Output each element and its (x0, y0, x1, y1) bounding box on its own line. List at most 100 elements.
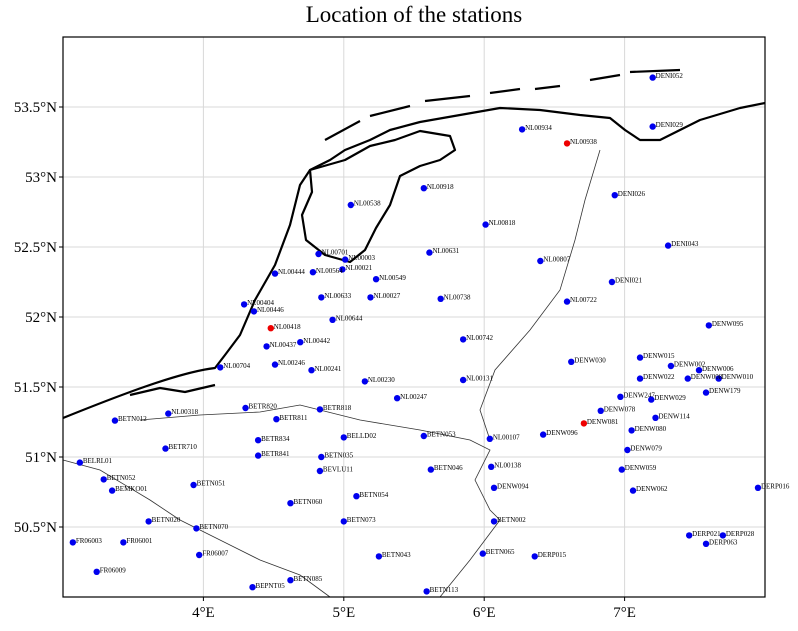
station-point (628, 427, 635, 434)
station-label: NL00549 (379, 274, 406, 282)
station-point (195, 551, 203, 559)
station-label: BETN012 (118, 415, 147, 423)
station-label: DENW080 (635, 425, 667, 433)
station-point (287, 577, 294, 584)
station-label: NL00418 (274, 323, 301, 331)
station-point (271, 270, 279, 277)
station-label: DENW006 (702, 365, 734, 373)
station-point (108, 487, 116, 494)
station-point (482, 221, 489, 228)
chart-title: Location of the stations (306, 2, 523, 27)
station-label: NL00404 (247, 299, 274, 307)
station-point (309, 269, 317, 276)
station-label: BEMKO01 (115, 485, 148, 493)
station-label: DERP063 (709, 538, 738, 546)
station-label: NL00631 (432, 247, 459, 255)
station-label: DENI052 (656, 72, 684, 80)
station-label: DERP028 (726, 530, 755, 538)
station-label: BETR818 (323, 404, 352, 412)
station-label: BETR811 (279, 414, 308, 422)
station-label: NL00444 (278, 268, 305, 276)
station-point (375, 553, 383, 560)
station-label: DERP015 (538, 551, 567, 559)
station-point (539, 431, 547, 438)
station-point (190, 481, 197, 489)
station-label: NL00446 (257, 306, 284, 314)
x-tick-label: 5°E (332, 605, 355, 621)
station-label: BELRL01 (83, 457, 113, 465)
station-point (479, 550, 486, 557)
station-label: BETN052 (107, 474, 136, 482)
station-point (254, 452, 262, 459)
station-point (649, 74, 656, 81)
station-label: DENW096 (546, 429, 578, 437)
station-label: BETR820 (249, 403, 278, 411)
station-label: NL00442 (303, 337, 330, 345)
station-point (120, 539, 127, 546)
station-point (420, 432, 428, 440)
station-point (563, 140, 571, 147)
station-label: BETN051 (197, 480, 226, 488)
station-point (488, 463, 495, 470)
station-point (287, 500, 294, 507)
station-point (267, 325, 274, 332)
station-label: BETN053 (427, 431, 456, 439)
station-point (490, 518, 498, 525)
station-label: DENW079 (630, 445, 662, 453)
station-label: DENI029 (656, 121, 684, 129)
station-label: BETN070 (199, 523, 228, 531)
station-label: FR06001 (126, 537, 153, 545)
station-point (420, 185, 428, 192)
station-label: NL00027 (373, 292, 400, 300)
station-point (76, 459, 84, 466)
station-point (361, 378, 369, 385)
station-label: BETN073 (347, 516, 376, 524)
station-point (316, 406, 324, 413)
station-label: BEPNT05 (256, 582, 286, 590)
station-point (437, 295, 444, 302)
station-label: NL00918 (427, 183, 454, 191)
station-point (667, 362, 675, 370)
station-point (490, 484, 498, 491)
station-label: DENW247 (623, 391, 655, 399)
station-point (367, 294, 374, 301)
station-label: DENW015 (643, 352, 675, 360)
station-label: NL00818 (489, 219, 516, 227)
station-label: DENI026 (618, 190, 646, 198)
station-point (318, 453, 325, 461)
station-point (162, 445, 169, 452)
station-label: NL00722 (570, 296, 597, 304)
station-point (648, 396, 655, 403)
station-point (459, 336, 467, 343)
station-label: BEVLU11 (323, 466, 354, 474)
station-point (652, 414, 659, 421)
station-point (297, 339, 304, 346)
station-label: DENW059 (625, 464, 657, 472)
y-tick-label: 52°N (25, 310, 57, 326)
station-point (518, 126, 526, 133)
station-label: NL00003 (348, 254, 375, 262)
station-point (145, 518, 152, 525)
station-label: NL00107 (493, 433, 520, 441)
station-point (754, 484, 762, 491)
station-label: BETN113 (430, 586, 459, 594)
station-label: DENW095 (712, 320, 744, 328)
station-point (339, 266, 346, 273)
station-label: NL00644 (336, 314, 363, 322)
station-point (618, 466, 625, 473)
station-label: NL00633 (324, 292, 351, 300)
station-label: DENW008 (691, 373, 723, 381)
station-point (318, 294, 325, 301)
station-point (459, 376, 467, 384)
station-point (719, 532, 727, 539)
station-point (636, 354, 644, 361)
station-label: BETR841 (261, 450, 290, 458)
y-tick-label: 51°N (25, 450, 57, 466)
station-label: NL00021 (345, 264, 372, 272)
station-label: FR06003 (76, 537, 103, 545)
station-point (702, 389, 710, 396)
station-label: BETR834 (261, 435, 290, 443)
station-point (263, 343, 270, 350)
station-point (427, 466, 435, 473)
